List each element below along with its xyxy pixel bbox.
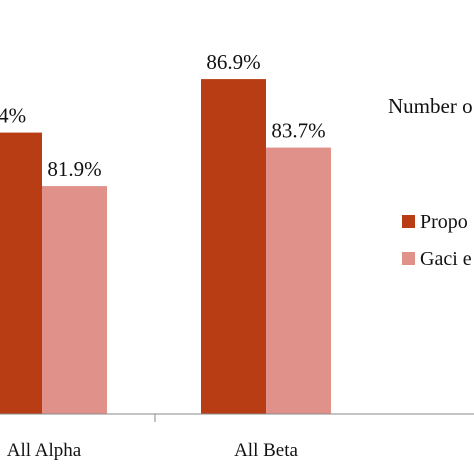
data-label-gaci-e-all-beta: 83.7% xyxy=(271,119,325,143)
legend-swatch-propo xyxy=(402,215,415,228)
bars-layer xyxy=(0,79,331,414)
chart-title: Number o xyxy=(388,94,473,118)
data-label-propo-all-alpha: .4% xyxy=(0,104,26,128)
bar-propo-all-alpha xyxy=(0,132,42,414)
data-labels-layer: .4% 81.9% 86.9% 83.7% xyxy=(0,50,326,181)
legend-label-propo: Propo xyxy=(420,211,468,233)
legend: Propo Gaci e xyxy=(402,211,472,270)
data-label-gaci-e-all-alpha: 81.9% xyxy=(47,157,101,181)
legend-label-gaci-e: Gaci e xyxy=(420,248,472,270)
bar-gaci-e-all-alpha xyxy=(42,186,107,414)
x-tick-label-all-alpha: All Alpha xyxy=(7,440,82,461)
bar-propo-all-beta xyxy=(201,79,266,414)
x-tick-label-all-beta: All Beta xyxy=(234,440,298,461)
data-label-propo-all-beta: 86.9% xyxy=(206,50,260,74)
legend-swatch-gaci-e xyxy=(402,252,415,265)
bar-gaci-e-all-beta xyxy=(266,147,331,414)
